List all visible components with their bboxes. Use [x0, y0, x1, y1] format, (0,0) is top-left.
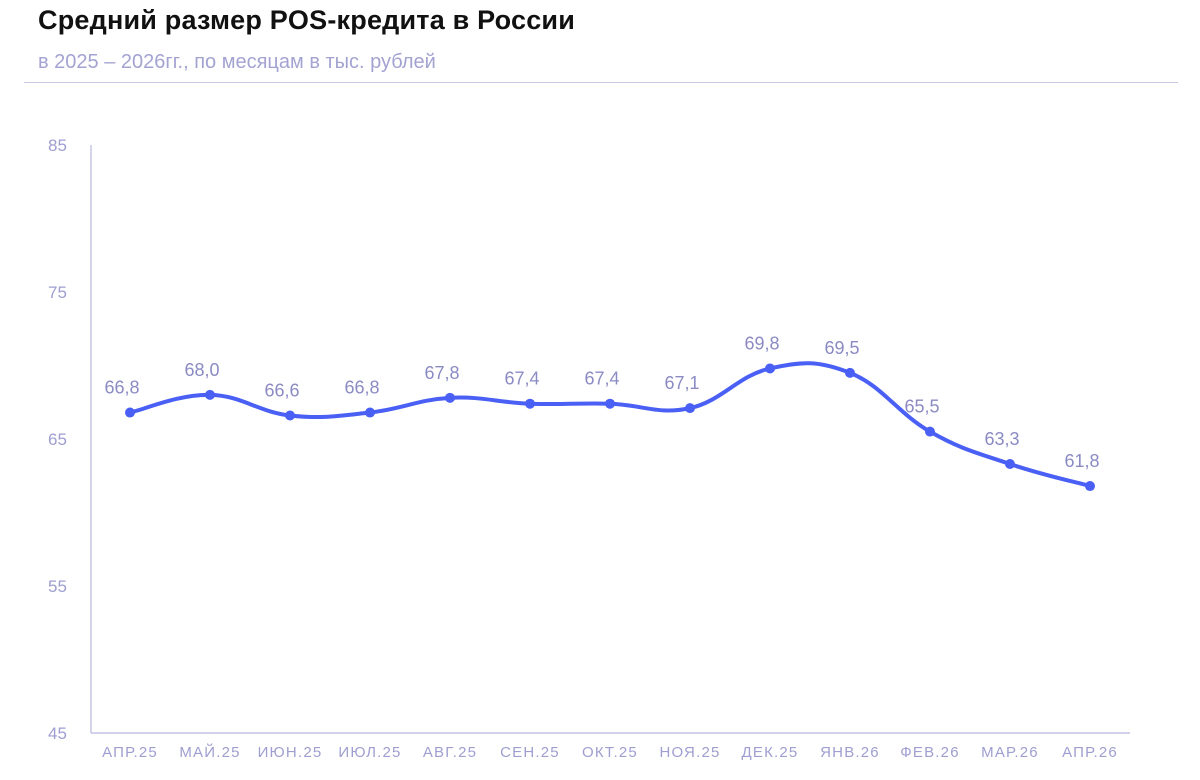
data-point	[605, 398, 615, 409]
x-tick-label: ОКТ.25	[582, 744, 638, 761]
data-label: 69,8	[744, 333, 779, 353]
data-point	[845, 367, 855, 378]
x-tick-label: АПР.25	[102, 744, 158, 761]
x-tick-label: ФЕВ.26	[900, 744, 959, 761]
x-tick-label: ЯНВ.26	[820, 744, 880, 761]
data-point	[1005, 458, 1015, 469]
data-label: 61,8	[1064, 451, 1099, 471]
data-label: 67,4	[504, 369, 539, 389]
data-point	[445, 392, 455, 403]
data-label: 66,8	[104, 378, 139, 398]
y-tick-label: 75	[48, 283, 67, 302]
data-label: 63,3	[984, 429, 1019, 449]
chart-subtitle: в 2025 – 2026гг., по месяцам в тыс. рубл…	[38, 51, 436, 73]
data-points	[125, 363, 1095, 492]
y-axis-ticks: 85 75 65 55 45	[48, 136, 67, 743]
data-point	[125, 407, 135, 418]
y-tick-label: 55	[48, 577, 67, 596]
data-point	[685, 403, 695, 414]
data-point	[925, 426, 935, 437]
y-tick-label: 65	[48, 430, 67, 449]
data-label: 65,5	[904, 397, 939, 417]
x-tick-label: ИЮН.25	[258, 744, 323, 761]
y-tick-label: 85	[48, 136, 67, 155]
y-tick-label: 45	[48, 724, 67, 743]
data-label: 67,4	[584, 369, 619, 389]
data-point	[1085, 481, 1095, 492]
data-point	[285, 410, 295, 421]
x-tick-label: МАР.26	[981, 744, 1039, 761]
x-axis-ticks: АПР.25 МАЙ.25 ИЮН.25 ИЮЛ.25 АВГ.25 СЕН.25 ОКТ.…	[102, 743, 1118, 761]
data-point	[365, 407, 375, 418]
x-tick-label: ДЕК.25	[742, 744, 799, 761]
chart-title: Средний размер POS-кредита в России	[38, 5, 576, 35]
x-tick-label: МАЙ.25	[179, 743, 240, 761]
x-tick-label: ИЮЛ.25	[338, 744, 401, 761]
x-tick-label: СЕН.25	[500, 744, 560, 761]
x-tick-label: АВГ.25	[423, 744, 477, 761]
data-label: 66,8	[344, 378, 379, 398]
data-label: 69,5	[824, 338, 859, 358]
chart-axes	[90, 145, 1130, 734]
data-label: 66,6	[264, 380, 299, 400]
data-label: 67,1	[664, 373, 699, 393]
header-divider	[24, 82, 1178, 83]
data-point	[765, 363, 775, 374]
data-point	[205, 389, 215, 400]
x-tick-label: АПР.26	[1062, 744, 1118, 761]
data-point	[525, 398, 535, 409]
x-tick-label: НОЯ.25	[659, 744, 720, 761]
data-label: 67,8	[424, 363, 459, 383]
data-label: 68,0	[184, 360, 219, 380]
data-labels: 66,8 68,0 66,6 66,8 67,8 67,4 67,4 67,1 69,8 69,5…	[104, 333, 1099, 471]
